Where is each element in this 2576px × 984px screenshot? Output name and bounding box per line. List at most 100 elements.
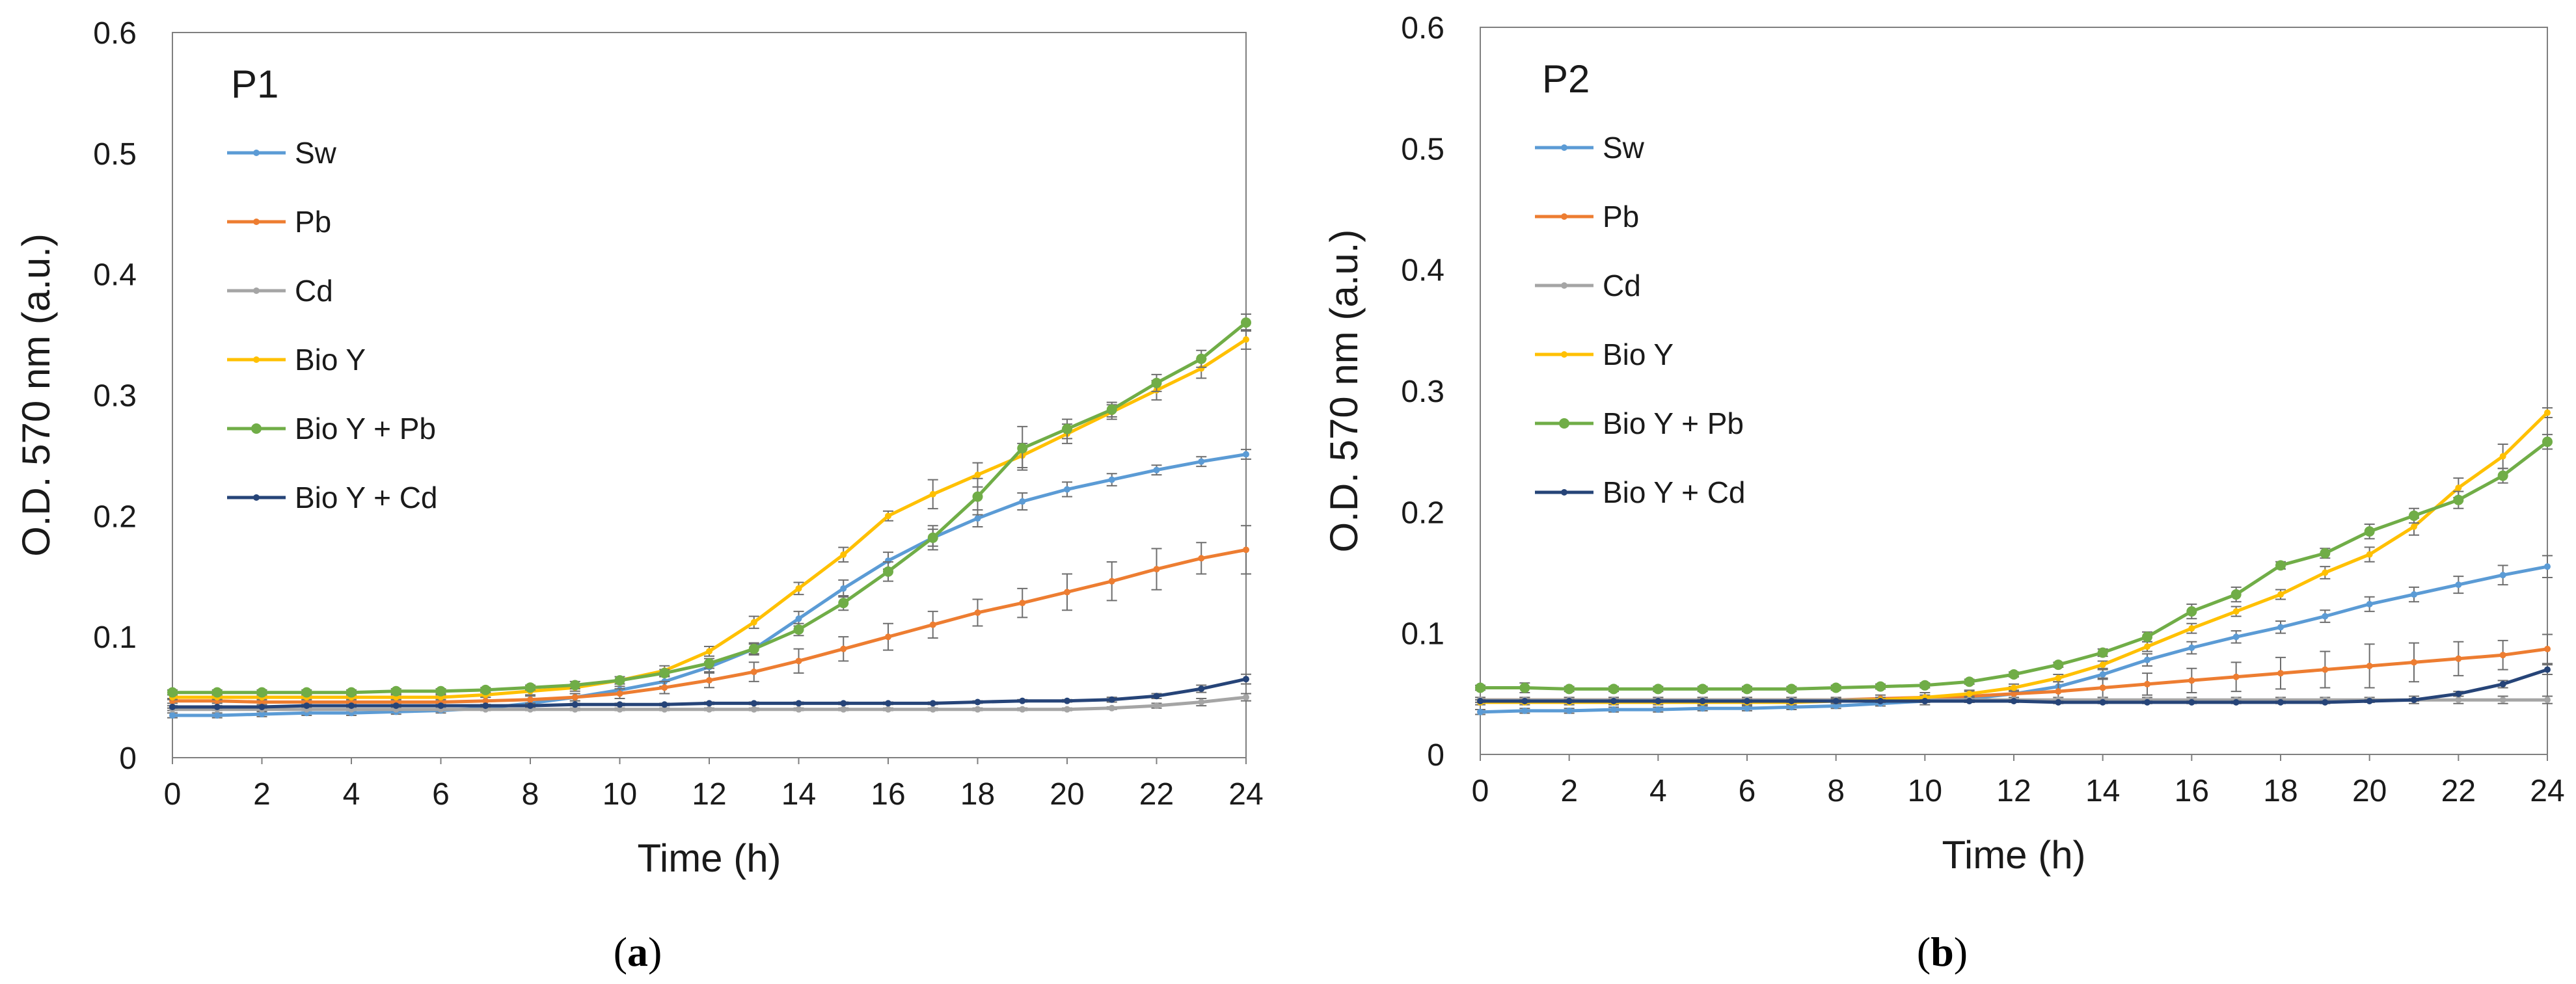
data-point [2366, 600, 2373, 607]
data-point [1064, 589, 1070, 596]
data-point [2188, 645, 2195, 652]
legend-label-sw: Sw [1603, 131, 1645, 165]
data-point [390, 685, 401, 697]
data-point [211, 687, 223, 698]
legend-marker [1561, 489, 1567, 496]
data-point [1610, 698, 1617, 705]
legend-label-bio-y-pb: Bio Y + Pb [1603, 406, 1744, 440]
data-point [929, 706, 936, 713]
data-point [2366, 662, 2373, 669]
data-point [2366, 551, 2373, 558]
data-point [927, 532, 938, 543]
data-point [1064, 706, 1070, 713]
data-point [1564, 684, 1575, 695]
data-point [435, 685, 446, 697]
panel-p1-chart: 0 2 4 6 8 10 12 14 16 18 20 22 2400.10.20.30.40.50.6… [14, 16, 1264, 975]
data-point [2544, 697, 2551, 704]
data-point [2322, 698, 2329, 706]
data-point [2232, 673, 2240, 680]
data-point [1243, 546, 1249, 553]
data-point [1243, 336, 1249, 343]
data-point [169, 711, 176, 719]
x-tick-label: 18 [960, 777, 995, 812]
y-tick-label: 0.4 [93, 258, 137, 293]
plot-area-frame [1480, 27, 2548, 755]
data-point [1477, 698, 1484, 705]
data-point [2455, 485, 2462, 492]
data-point [1153, 466, 1160, 473]
x-tick-label: 8 [1827, 774, 1845, 808]
x-tick-label: 8 [522, 777, 539, 812]
data-point [750, 700, 757, 707]
data-point [1064, 486, 1070, 493]
data-point [2497, 470, 2508, 481]
x-tick-label: 18 [2263, 774, 2298, 808]
data-point [1521, 698, 1528, 705]
data-point [1921, 698, 1929, 705]
data-point [1608, 684, 1619, 695]
data-point [2322, 569, 2329, 576]
x-tick-label: 20 [2352, 774, 2387, 808]
caption-open-paren: ( [1917, 929, 1931, 975]
data-point [258, 703, 265, 710]
data-point [2188, 677, 2195, 684]
series-bio-y-cd [167, 673, 1251, 710]
data-point [1566, 707, 1573, 714]
x-tick-label: 24 [2530, 774, 2564, 808]
data-point [1106, 404, 1117, 415]
y-tick-label: 0.1 [1401, 617, 1444, 652]
data-point [2499, 697, 2506, 704]
data-point [2277, 624, 2284, 631]
y-tick-label: 0.2 [1401, 496, 1444, 530]
data-point [2011, 684, 2017, 691]
y-tick-label: 0.5 [93, 137, 137, 172]
data-point [795, 706, 802, 713]
data-point [929, 490, 936, 498]
data-point [706, 677, 712, 684]
data-point [2499, 453, 2506, 460]
data-point [2144, 643, 2150, 650]
data-point [1744, 698, 1750, 705]
data-point [1832, 698, 1839, 705]
data-point [1566, 698, 1573, 705]
data-point [1019, 706, 1026, 713]
data-point [1019, 697, 1026, 704]
data-point [1062, 423, 1072, 434]
panel-title: P2 [1542, 57, 1590, 101]
data-point [1919, 680, 1931, 691]
x-tick-label: 10 [1908, 774, 1942, 808]
y-tick-label: 0.5 [1401, 132, 1444, 166]
data-point [1108, 704, 1115, 711]
legend-marker [1561, 282, 1567, 289]
data-point [929, 621, 936, 628]
data-point [169, 703, 176, 710]
data-point [213, 711, 221, 719]
data-point [1786, 684, 1797, 695]
data-point [974, 472, 981, 479]
data-point [392, 702, 400, 710]
data-point [2099, 671, 2106, 678]
data-point [793, 624, 804, 635]
x-tick-label: 14 [2085, 774, 2120, 808]
legend-marker [251, 423, 262, 434]
data-point [750, 618, 757, 626]
data-point [974, 706, 981, 713]
data-point [2186, 606, 2197, 617]
data-point [1788, 704, 1795, 711]
y-tick-label: 0 [119, 741, 137, 776]
legend-marker [1561, 144, 1567, 151]
data-point [2277, 591, 2284, 598]
data-point [2409, 510, 2419, 521]
y-tick-label: 0.3 [93, 379, 137, 414]
data-point [1064, 697, 1070, 704]
data-point [1243, 451, 1249, 458]
data-point [301, 687, 312, 698]
data-point [1198, 555, 1205, 562]
data-point [706, 700, 712, 707]
data-point [1830, 682, 1841, 693]
data-point [2055, 698, 2062, 706]
legend-label-bio-y: Bio Y [1603, 338, 1674, 371]
data-point [1610, 706, 1617, 713]
data-point [748, 643, 759, 654]
